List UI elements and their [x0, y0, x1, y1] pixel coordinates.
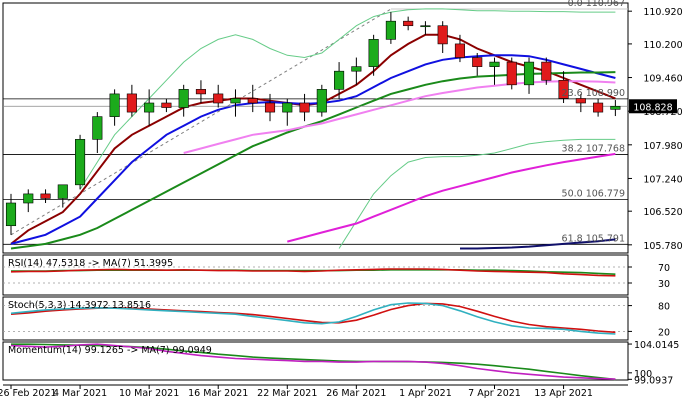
last-price-label: 108.828: [633, 102, 672, 113]
fib-level-label: 61.8 105.791: [562, 233, 625, 244]
fib-level-label: 50.0 106.779: [562, 188, 625, 199]
rsi-pane-frame: [2, 254, 629, 296]
candle-body[interactable]: [610, 105, 621, 110]
candle-body[interactable]: [541, 61, 552, 81]
moving-average-violet: [183, 80, 616, 154]
candle-body[interactable]: [144, 102, 155, 113]
candle-body[interactable]: [161, 102, 172, 108]
price-tick-label: 109.460: [643, 74, 682, 85]
candle-body[interactable]: [57, 184, 68, 199]
price-tick-label: 110.200: [643, 40, 682, 51]
candle-body[interactable]: [92, 116, 103, 140]
date-tick-label: 16 Mar 2021: [188, 388, 248, 399]
mom-pane-frame: [2, 341, 629, 381]
candle-body[interactable]: [299, 102, 310, 113]
momentum-tick-label: 100: [634, 369, 652, 380]
main-pane-frame: [2, 2, 629, 254]
moving-average-navy: [460, 238, 616, 250]
candle-body[interactable]: [40, 193, 51, 199]
date-tick-label: 10 Mar 2021: [119, 388, 179, 399]
candle-body[interactable]: [351, 66, 362, 72]
candle-body[interactable]: [403, 20, 414, 27]
candle-body[interactable]: [420, 25, 431, 28]
indicator-tick-label: 80: [658, 302, 670, 313]
candle-body[interactable]: [523, 61, 535, 86]
candle-body[interactable]: [195, 89, 206, 95]
trendline: [10, 8, 392, 236]
candle-body[interactable]: [126, 93, 137, 113]
fib-level-label: 38.2 107.768: [562, 143, 625, 154]
stoch-k-line: [10, 302, 616, 335]
price-tick-label: 110.920: [643, 7, 682, 18]
date-tick-label: 26 Feb 2021: [0, 388, 57, 399]
momentum-tick-label: 99.0937: [634, 375, 673, 386]
indicator-title: RSI(14) 47.5318 -> MA(7) 51.3995: [8, 258, 173, 269]
candle-body[interactable]: [316, 89, 327, 113]
candle-body[interactable]: [75, 139, 86, 186]
candle-body[interactable]: [213, 93, 224, 104]
price-tick-label: 106.520: [643, 207, 682, 218]
candle-body[interactable]: [489, 61, 500, 67]
fib-level-label: 23.6 108.990: [562, 88, 625, 99]
envelope-line: [79, 8, 616, 190]
indicator-tick-label: 20: [658, 327, 670, 338]
date-tick-label: 1 Apr 2021: [399, 388, 452, 399]
indicator-title: Momentum(14) 99.1265 -> MA(7) 99.0949: [8, 345, 212, 356]
indicator-tick-label: 70: [658, 263, 670, 274]
candle-body[interactable]: [437, 25, 448, 45]
date-tick-label: 22 Mar 2021: [257, 388, 317, 399]
moving-average-magenta: [287, 152, 616, 243]
indicator-tick-label: 30: [658, 279, 670, 290]
indicator-title: Stoch(5,3,3) 14.3972 13.8516: [8, 300, 151, 311]
last-price-box: [629, 99, 677, 114]
momentum-tick-label: 104.0145: [634, 340, 679, 351]
rsi-line: [10, 268, 616, 277]
envelope-line: [338, 138, 616, 249]
candle-body[interactable]: [385, 20, 396, 40]
moving-average-blue: [10, 54, 616, 245]
candle-body[interactable]: [472, 57, 483, 67]
price-tick-label: 107.240: [643, 174, 682, 185]
stoch-pane-frame: [2, 296, 629, 341]
date-tick-label: 13 Apr 2021: [534, 388, 593, 399]
date-tick-label: 4 Mar 2021: [53, 388, 107, 399]
candle-body[interactable]: [506, 61, 517, 86]
candle-body[interactable]: [23, 193, 34, 204]
candle-body[interactable]: [5, 202, 17, 227]
candle-body[interactable]: [109, 93, 120, 117]
candle-body[interactable]: [368, 39, 379, 67]
candle-body[interactable]: [178, 89, 189, 108]
candle-body[interactable]: [575, 98, 586, 104]
price-tick-label: 107.980: [643, 141, 682, 152]
candle-body[interactable]: [334, 70, 345, 90]
date-tick-label: 7 Apr 2021: [468, 388, 521, 399]
candle-body[interactable]: [247, 98, 258, 104]
candle-body[interactable]: [558, 79, 569, 99]
fib-level-label: 0.0 110.967: [568, 0, 625, 9]
candle-body[interactable]: [230, 98, 241, 104]
candle-body[interactable]: [593, 102, 604, 113]
momentum-line: [10, 343, 616, 380]
candle-body[interactable]: [282, 102, 293, 113]
candle-body[interactable]: [264, 102, 276, 113]
candle-body[interactable]: [454, 43, 466, 58]
date-tick-label: 26 Mar 2021: [326, 388, 386, 399]
price-tick-label: 105.780: [643, 241, 682, 252]
